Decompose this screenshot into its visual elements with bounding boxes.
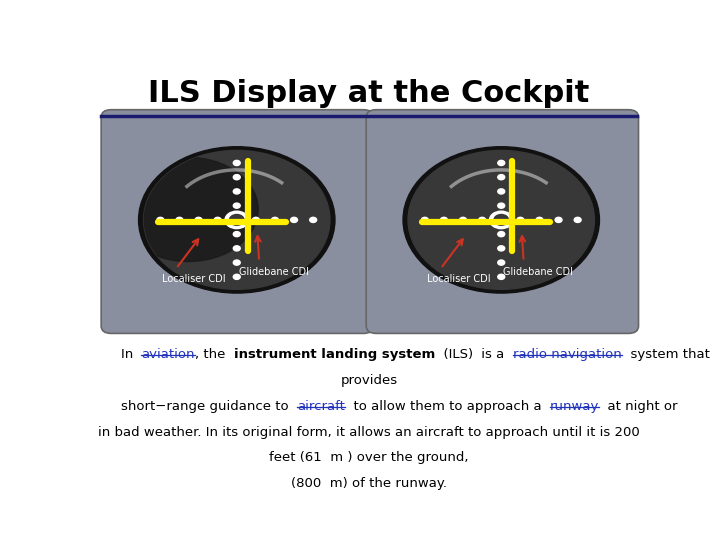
Text: Glidebane CDI: Glidebane CDI	[238, 267, 309, 278]
Circle shape	[441, 217, 447, 222]
FancyBboxPatch shape	[366, 110, 639, 333]
Text: system that: system that	[622, 348, 710, 361]
Text: runway: runway	[550, 400, 599, 413]
Circle shape	[403, 147, 600, 293]
Circle shape	[195, 217, 202, 222]
Circle shape	[494, 214, 508, 225]
Circle shape	[143, 151, 330, 289]
Text: feet (61  m ) over the ground,: feet (61 m ) over the ground,	[269, 451, 469, 464]
Circle shape	[498, 203, 505, 208]
Circle shape	[310, 217, 317, 222]
Text: , the: , the	[195, 348, 234, 361]
Circle shape	[291, 217, 297, 222]
Text: (800  m) of the runway.: (800 m) of the runway.	[291, 477, 447, 490]
Circle shape	[555, 217, 562, 222]
Text: Localiser CDI: Localiser CDI	[162, 274, 226, 285]
Circle shape	[233, 260, 240, 265]
Circle shape	[498, 189, 505, 194]
Circle shape	[408, 151, 595, 289]
Text: provides: provides	[341, 374, 397, 387]
Circle shape	[176, 217, 183, 222]
Circle shape	[498, 232, 505, 237]
Text: aircraft: aircraft	[297, 400, 345, 413]
Circle shape	[230, 214, 244, 225]
Text: instrument landing system: instrument landing system	[234, 348, 435, 361]
Circle shape	[233, 174, 240, 180]
Circle shape	[498, 174, 505, 180]
Text: In: In	[121, 348, 141, 361]
Text: aviation: aviation	[141, 348, 195, 361]
Text: (ILS): (ILS)	[435, 348, 477, 361]
Circle shape	[233, 189, 240, 194]
Circle shape	[490, 211, 513, 228]
Circle shape	[138, 147, 335, 293]
Circle shape	[253, 217, 259, 222]
Circle shape	[421, 217, 428, 222]
Circle shape	[118, 157, 258, 261]
Circle shape	[233, 217, 240, 222]
Circle shape	[517, 217, 524, 222]
Circle shape	[536, 217, 543, 222]
Circle shape	[233, 203, 240, 208]
Circle shape	[233, 160, 240, 166]
Circle shape	[574, 217, 581, 222]
Circle shape	[233, 274, 240, 279]
Text: ILS Display at the Cockpit: ILS Display at the Cockpit	[148, 79, 590, 109]
Text: in bad weather. In its original form, it allows an aircraft to approach until it: in bad weather. In its original form, it…	[98, 426, 640, 438]
Circle shape	[498, 274, 505, 279]
Circle shape	[498, 217, 505, 222]
Circle shape	[233, 217, 240, 222]
Circle shape	[225, 211, 248, 228]
Circle shape	[498, 217, 505, 222]
Circle shape	[498, 160, 505, 166]
Text: to allow them to approach a: to allow them to approach a	[345, 400, 550, 413]
Circle shape	[157, 217, 164, 222]
Circle shape	[479, 217, 485, 222]
Circle shape	[214, 217, 221, 222]
FancyBboxPatch shape	[101, 110, 374, 333]
Circle shape	[459, 217, 467, 222]
Text: Glidebane CDI: Glidebane CDI	[503, 267, 573, 278]
Circle shape	[498, 246, 505, 251]
Circle shape	[233, 246, 240, 251]
Text: Localiser CDI: Localiser CDI	[427, 274, 490, 285]
Text: short−range guidance to: short−range guidance to	[121, 400, 297, 413]
Text: is a: is a	[477, 348, 513, 361]
Circle shape	[498, 260, 505, 265]
Text: radio navigation: radio navigation	[513, 348, 622, 361]
Circle shape	[233, 232, 240, 237]
Circle shape	[271, 217, 279, 222]
Text: at night or: at night or	[599, 400, 678, 413]
